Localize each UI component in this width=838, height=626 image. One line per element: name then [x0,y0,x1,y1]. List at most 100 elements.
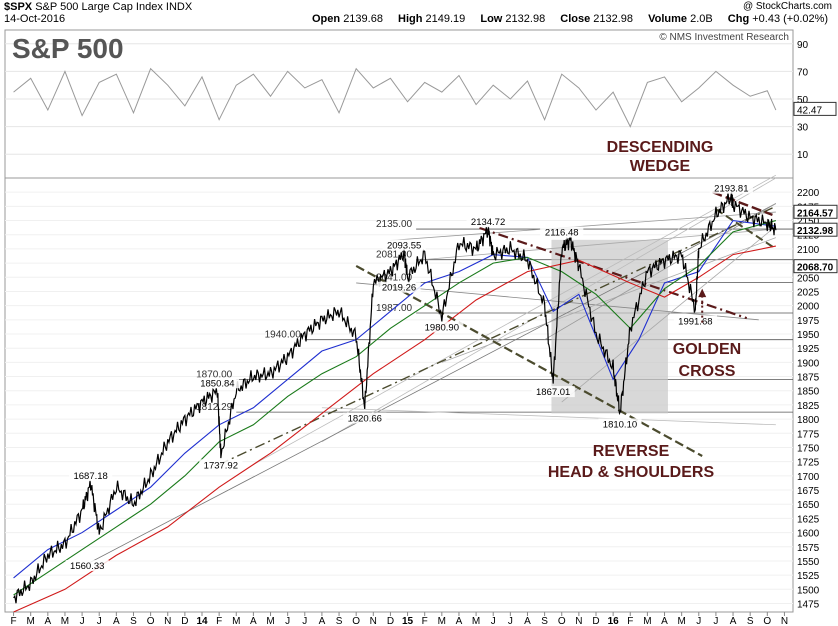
price-tag [793,259,838,274]
point-label: 1867.01 [536,387,570,398]
point-label: 1560.33 [70,561,104,572]
oscillator-panel [4,29,794,179]
x-tick-label: A [319,616,326,626]
y-tick-label: 2050 [797,273,820,284]
x-tick-label: S [130,616,137,626]
x-tick-label: A [661,616,668,626]
index-name: S&P 500 Large Cap Index [35,1,163,13]
x-tick-label: J [508,616,513,626]
point-label-bg [673,315,717,327]
descending-wedge-label-line2: WEDGE [630,158,691,175]
y-tick-label: 1725 [797,458,820,469]
point-label-bg [531,386,575,398]
x-tick-label: N [575,616,582,626]
point-label-bg [65,560,109,572]
stockcharts-credit[interactable]: @ StockCharts.com [742,1,832,12]
point-label: 2093.55 [387,241,421,252]
x-tick-label: A [113,616,120,626]
open-label: Open [312,13,341,25]
trend-line [390,211,776,241]
high-label: High [398,13,423,25]
y-tick-label: 1750 [797,443,820,454]
point-label: 2193.81 [714,184,748,195]
chart-date: 14-Oct-2016 [4,13,66,25]
x-tick-label: J [80,616,85,626]
level-label: 1812.29 [196,402,233,413]
x-tick-label: O [147,616,155,626]
golden-cross-label-line1: GOLDEN [673,341,741,358]
x-tick-label: O [558,616,566,626]
point-label-bg [598,418,642,430]
x-tick-label: J [491,616,496,626]
price-tag-label: 2068.70 [797,263,834,274]
point-label-bg [466,216,510,228]
y-tick-label: 1700 [797,472,820,483]
wedge-lower-line [479,226,748,320]
price-tag-label: 2164.57 [797,208,834,219]
x-tick-label: 14 [196,616,208,626]
y-tick-label: 1775 [797,429,820,440]
level-label: 2041.00 [376,272,413,283]
x-tick-label: A [456,616,463,626]
y-tick-label: 1800 [797,415,820,426]
wedge-upper-line [712,191,773,216]
trend-line [561,225,777,403]
y-tick-label: 1825 [797,401,820,412]
x-tick-label: M [27,616,35,626]
x-tick-label: F [216,616,222,626]
y-tick-label: 1925 [797,344,820,355]
point-label-bg [420,321,464,333]
x-tick-label: M [643,616,651,626]
trend-line [321,177,777,443]
point-label-bg [377,281,421,293]
x-tick-label: D [387,616,394,626]
volume-label: Volume [648,13,688,25]
y-tick-label: 1500 [797,585,820,596]
trend-line [321,407,776,426]
y-tick-label: 2200 [797,188,820,199]
moving-average-1 [13,219,776,579]
y-tick-label: 1900 [797,358,820,369]
y-tick-label: 2025 [797,287,820,298]
oscillator-tick-label: 50 [797,95,809,106]
point-label-bg [382,239,426,251]
point-label: 1820.66 [348,413,382,424]
high-value: 2149.19 [425,13,466,25]
close-label: Close [560,13,591,25]
y-tick-label: 1950 [797,330,820,341]
head-shoulders-label-line2: HEAD & SHOULDERS [548,464,715,481]
point-label: 2019.26 [382,283,416,294]
point-label: 1850.84 [200,378,234,389]
point-label-bg [343,412,387,424]
point-label: 1980.90 [425,322,459,333]
y-tick-label: 1675 [797,486,820,497]
x-tick-label: D [181,616,188,626]
point-label: 1737.92 [204,460,238,471]
y-tick-label: 1625 [797,514,820,525]
descending-wedge-label-line1: DESCENDING [607,139,714,156]
close-value: 2132.98 [593,13,634,25]
oscillator-value-tag [793,101,837,116]
x-tick-label: F [11,616,17,626]
ohlc-readout: Open 2139.68 High 2149.19 Low 2132.98 Cl… [312,13,838,25]
x-tick-label: D [592,616,599,626]
oscillator-tick-label: 30 [797,123,809,134]
x-tick-label: A [44,616,51,626]
point-label: 1991.68 [678,316,712,327]
trend-line [544,203,777,341]
x-tick-label: M [61,616,69,626]
low-label: Low [480,13,503,25]
x-tick-label: M [232,616,240,626]
x-tick-label: O [763,616,771,626]
price-tag-label: 2132.98 [797,226,834,237]
x-tick-label: J [302,616,307,626]
open-value: 2139.68 [343,13,383,25]
copyright-text: © NMS Investment Research [659,32,789,43]
exchange: INDX [165,1,193,13]
x-tick-label: A [730,616,737,626]
x-tick-label: S [747,616,754,626]
x-tick-label: A [250,616,257,626]
head-shoulders-label-line1: REVERSE [593,443,670,460]
